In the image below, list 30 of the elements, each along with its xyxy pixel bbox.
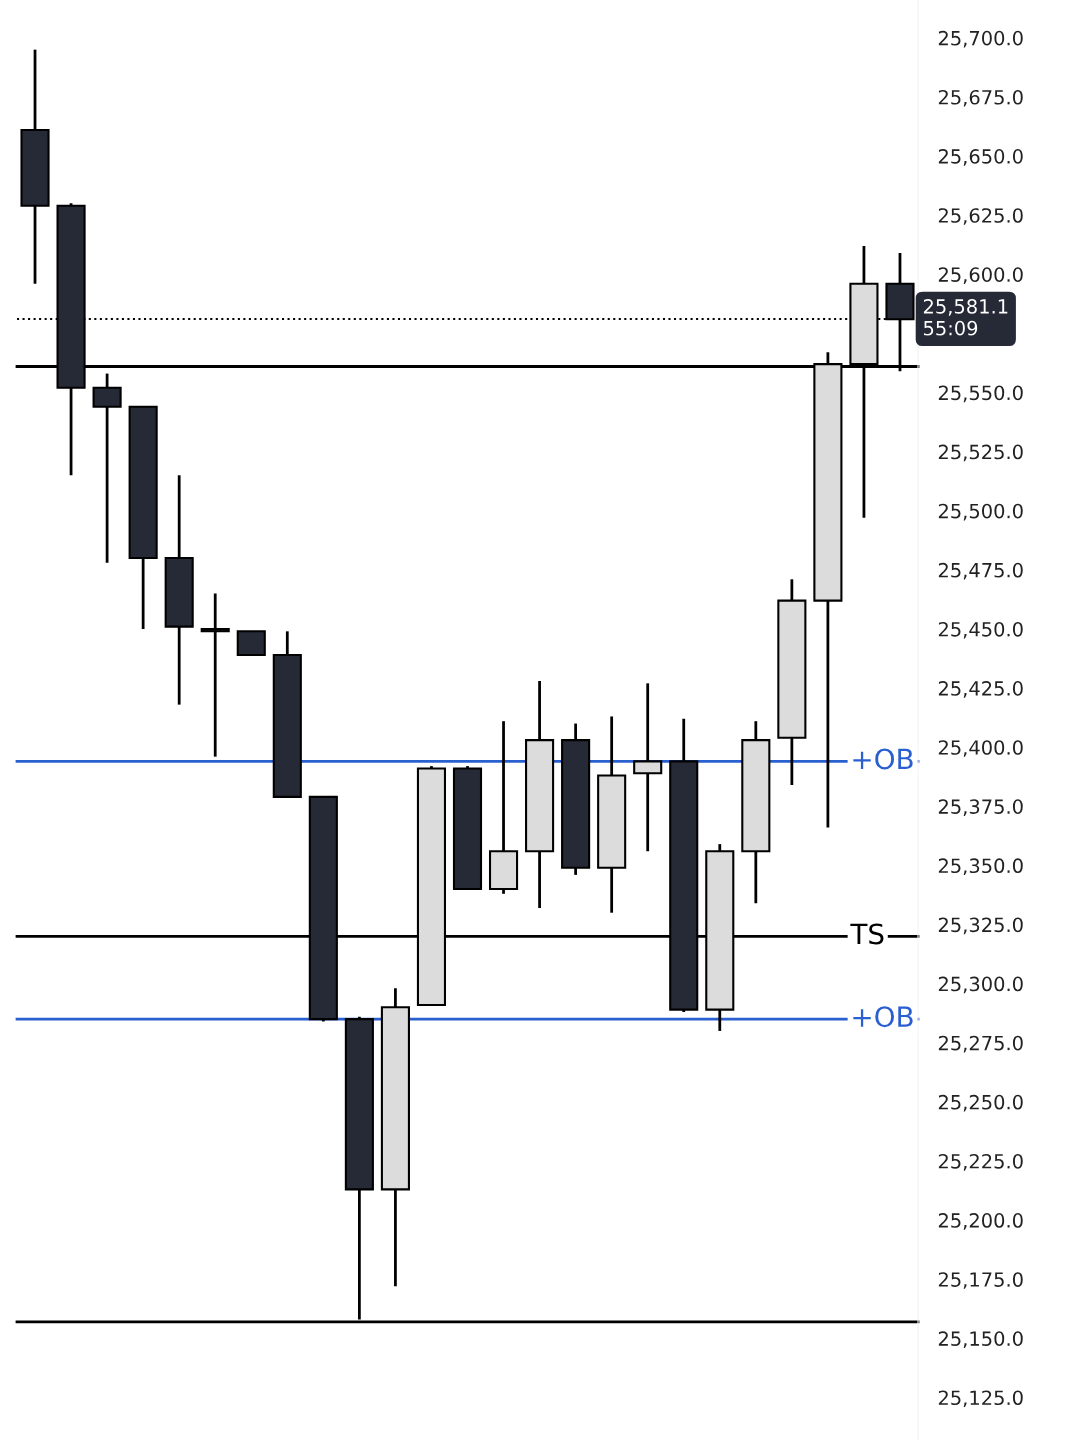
candlestick — [92, 372, 122, 565]
y-tick-label: 25,150.0 — [938, 1331, 1023, 1348]
y-tick-label: 25,325.0 — [938, 917, 1023, 935]
candlestick — [200, 592, 230, 759]
y-tick-label: 25,625.0 — [938, 208, 1023, 225]
y-tick-label: 25,250.0 — [938, 1094, 1023, 1112]
y-tick-label: 25,225.0 — [938, 1153, 1023, 1171]
y-tick-label: 25,600.0 — [938, 267, 1023, 284]
y-tick-label: 25,450.0 — [938, 621, 1023, 639]
y-tick-label: 25,475.0 — [938, 562, 1023, 580]
y-tick-label: 25,650.0 — [938, 149, 1023, 166]
y-tick-label: 25,125.0 — [938, 1390, 1023, 1408]
y-tick-label: 25,525.0 — [938, 444, 1023, 462]
y-tick-label: 25,300.0 — [938, 976, 1023, 994]
y-tick-label: 25,400.0 — [938, 740, 1023, 757]
candlestick — [633, 681, 663, 853]
ref-line-label: +OB — [853, 748, 913, 770]
y-tick-label: 25,275.0 — [938, 1035, 1023, 1053]
y-tick-label: 25,200.0 — [938, 1213, 1023, 1230]
y-tick-label: 25,700.0 — [938, 30, 1023, 48]
y-tick-label: 25,425.0 — [938, 681, 1023, 698]
y-tick-label: 25,500.0 — [938, 503, 1023, 521]
y-tick-label: 25,550.0 — [938, 385, 1023, 403]
ref-line-label: 25,581.1 55:09 — [923, 299, 1008, 336]
y-tick-label: 25,350.0 — [938, 858, 1023, 876]
ref-line-label: TS — [850, 923, 884, 945]
y-tick-label: 25,675.0 — [938, 89, 1023, 107]
y-tick-label: 25,175.0 — [938, 1272, 1023, 1289]
ref-line-label: +OB — [853, 1006, 913, 1028]
y-tick-label: 25,375.0 — [938, 799, 1023, 816]
